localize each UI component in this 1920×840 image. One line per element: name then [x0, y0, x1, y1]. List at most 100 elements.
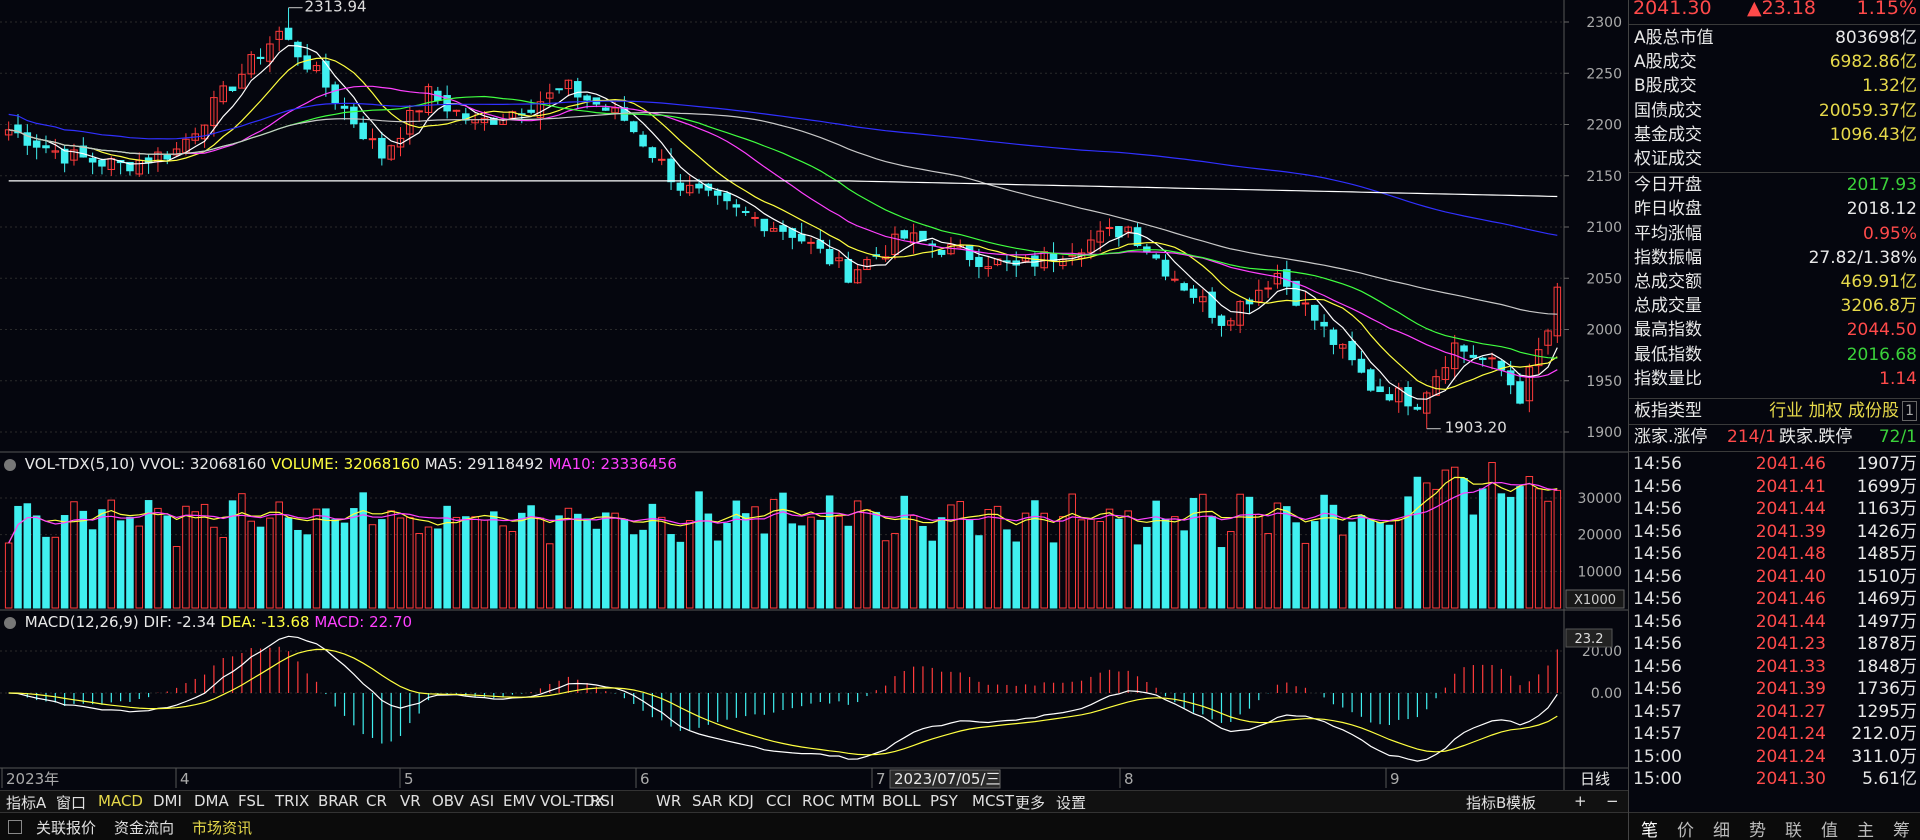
vol-indicator-name[interactable]: VOL-TDX(5,10) [24, 455, 135, 473]
right-tab-0[interactable]: 指标B [1466, 794, 1507, 812]
candle-body [294, 41, 302, 58]
candle-body [1087, 239, 1095, 253]
board-type-extra[interactable]: 1 [1902, 401, 1917, 421]
indicator-tab-rsi[interactable]: RSI [590, 792, 615, 810]
tick-time: 14:56 [1633, 611, 1682, 632]
volume-bar [555, 515, 563, 609]
indicator-tab-obv[interactable]: OBV [432, 792, 464, 810]
volume-bar [219, 536, 228, 609]
candle-body [1105, 227, 1114, 230]
volume-bar [1366, 519, 1375, 609]
indicator-tab-trix[interactable]: TRIX [275, 792, 310, 810]
price-tick-label: 2250 [1586, 66, 1622, 82]
volume-bar [1357, 515, 1366, 609]
ma120-line [8, 100, 1558, 236]
status-tab-fund-flow[interactable]: 资金流向 [114, 819, 175, 837]
volume-bar [975, 535, 983, 609]
stat-row: 指数振幅 27.82/1.38% [1629, 246, 1920, 270]
stat-row: B股成交 1.32亿 [1629, 74, 1920, 98]
window-icon[interactable] [8, 820, 22, 834]
indicator-tab-cci[interactable]: CCI [766, 792, 792, 810]
status-tab-market-news[interactable]: 市场资讯 [192, 819, 253, 837]
indicator-tab-macd[interactable]: MACD [98, 792, 143, 810]
volume-bar [601, 512, 610, 609]
candle-body [741, 211, 750, 214]
indicator-tab-asi[interactable]: ASI [470, 792, 495, 810]
stat-label: A股成交 [1634, 52, 1697, 73]
indicator-tab-cr[interactable]: CR [366, 792, 387, 810]
side-tab-4[interactable]: 联 [1785, 821, 1802, 840]
volume-bar [527, 505, 535, 609]
volume-bar [1394, 519, 1403, 609]
candle-body [228, 86, 237, 91]
side-tab-3[interactable]: 势 [1749, 821, 1766, 840]
indicator-tab-emv[interactable]: EMV [503, 792, 536, 810]
volume-bar [79, 510, 88, 609]
indicator-tab-psy[interactable]: PSY [930, 792, 958, 810]
volume-bar [1217, 547, 1226, 609]
indicator-tab-wr[interactable]: WR [656, 792, 682, 810]
indicator-tab-boll[interactable]: BOLL [882, 792, 921, 810]
volume-bar [872, 511, 881, 609]
indicator-tab-指标a[interactable]: 指标A [6, 794, 47, 812]
stat-row: 权证成交 [1629, 147, 1920, 171]
indicator-tab-brar[interactable]: BRAR [318, 792, 359, 810]
candle-body [760, 218, 769, 232]
volume-bar [723, 522, 731, 609]
side-tab-0[interactable]: 笔 [1641, 821, 1658, 840]
volume-bar [1385, 524, 1394, 609]
volume-bar [303, 534, 311, 609]
collapse-icon[interactable] [4, 458, 16, 471]
tick-row: 14:56 2041.46 1907万 [1629, 453, 1920, 476]
volume-bar [853, 500, 862, 609]
collapse-icon[interactable] [4, 616, 16, 629]
kline-chart[interactable]: 2300 2250 2200 2150 2100 2050 2000 1950 1900 2313… [0, 0, 1628, 790]
stat-value: 803698亿 [1835, 28, 1917, 48]
side-tab-5[interactable]: 值 [1821, 821, 1838, 840]
indicator-tab-kdj[interactable]: KDJ [728, 792, 754, 810]
indicator-tab-vr[interactable]: VR [400, 792, 421, 810]
volume-bar [144, 500, 153, 609]
candle-body [79, 145, 88, 158]
right-tab-1[interactable]: 模板 [1506, 794, 1537, 812]
right-tab-3[interactable]: − [1606, 792, 1619, 810]
volume-bar [844, 525, 853, 609]
board-type-value[interactable]: 行业 加权 成份股 [1769, 401, 1899, 421]
indicator-tab-dma[interactable]: DMA [194, 792, 229, 810]
indicator-tab-mcst[interactable]: MCST [972, 792, 1015, 810]
price-change-pct: 1.15% [1856, 0, 1917, 19]
indicator-tab-fsl[interactable]: FSL [238, 792, 265, 810]
side-tab-1[interactable]: 价 [1677, 821, 1694, 840]
indicator-tab-窗口[interactable]: 窗口 [56, 794, 87, 812]
side-tab-2[interactable]: 细 [1713, 821, 1730, 840]
indicator-tab-dmi[interactable]: DMI [153, 792, 182, 810]
volume-bar [1376, 521, 1384, 609]
volume-bar [1469, 514, 1478, 609]
stat-row: 指数量比 1.14 [1629, 367, 1920, 391]
candle-body [769, 228, 778, 232]
stat-label: 基金成交 [1634, 124, 1702, 145]
volume-bar [490, 511, 498, 609]
indicator-tab-更多[interactable]: 更多 [1015, 794, 1046, 812]
status-tab-quotes[interactable]: 关联报价 [36, 819, 97, 837]
side-tab-7[interactable]: 筹 [1893, 821, 1910, 840]
indicator-tab-roc[interactable]: ROC [802, 792, 835, 810]
down-label: 跌家.跌停 [1779, 427, 1853, 447]
right-tab-2[interactable]: + [1574, 792, 1587, 810]
macd-indicator-name[interactable]: MACD(12,26,9) [24, 613, 139, 631]
indicator-tab-设置[interactable]: 设置 [1056, 794, 1087, 812]
indicator-tab-sar[interactable]: SAR [692, 792, 723, 810]
volume-bar [1413, 476, 1422, 609]
tick-row: 15:00 2041.24 311.0万 [1629, 746, 1920, 769]
side-tab-6[interactable]: 主 [1857, 821, 1874, 840]
volume-bar [825, 495, 834, 609]
volume-bar [499, 525, 507, 609]
volume-bar [947, 504, 955, 609]
candle-body [1525, 366, 1534, 402]
indicator-tab-vol-tdx[interactable]: VOL-TDX [540, 792, 605, 810]
volume-bar [443, 505, 451, 609]
candle-body [1553, 286, 1562, 337]
indicator-tab-mtm[interactable]: MTM [840, 792, 876, 810]
tick-row: 14:56 2041.46 1469万 [1629, 588, 1920, 611]
volume-bar [629, 534, 638, 609]
